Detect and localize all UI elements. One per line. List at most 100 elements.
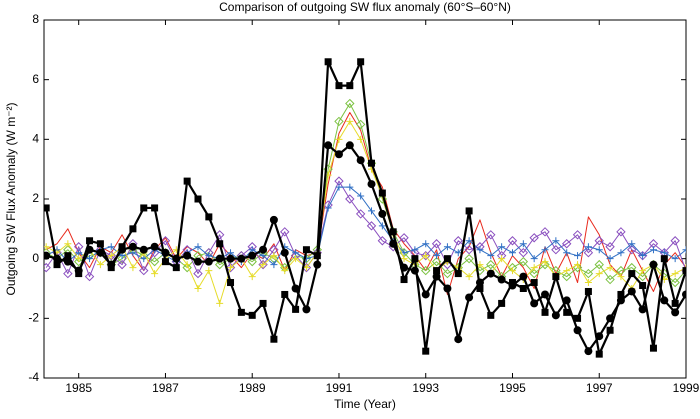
marker bbox=[44, 262, 51, 273]
marker bbox=[552, 273, 560, 281]
marker bbox=[150, 242, 159, 251]
marker bbox=[497, 275, 506, 284]
marker bbox=[671, 255, 679, 263]
marker bbox=[563, 308, 571, 316]
marker bbox=[335, 183, 343, 191]
x-tick-label: 1997 bbox=[586, 381, 613, 395]
marker bbox=[639, 282, 647, 290]
marker bbox=[345, 98, 355, 109]
marker bbox=[465, 207, 473, 215]
marker bbox=[476, 285, 484, 292]
marker bbox=[172, 264, 180, 272]
marker bbox=[75, 255, 83, 263]
marker bbox=[216, 240, 224, 248]
marker bbox=[453, 236, 463, 246]
marker bbox=[183, 261, 191, 269]
marker bbox=[313, 260, 322, 269]
marker bbox=[194, 285, 202, 292]
marker bbox=[128, 242, 137, 251]
plot-area bbox=[44, 58, 686, 358]
marker bbox=[411, 246, 419, 254]
marker bbox=[605, 242, 615, 252]
marker bbox=[335, 82, 343, 90]
marker bbox=[594, 236, 604, 246]
marker bbox=[225, 262, 236, 273]
marker bbox=[487, 252, 495, 260]
marker bbox=[443, 284, 452, 293]
marker bbox=[454, 270, 462, 278]
marker bbox=[421, 290, 430, 299]
marker bbox=[595, 246, 603, 254]
marker bbox=[270, 252, 278, 260]
marker bbox=[357, 135, 365, 143]
marker bbox=[627, 287, 636, 296]
marker bbox=[411, 255, 419, 263]
marker bbox=[606, 326, 614, 334]
y-axis-label: Outgoing SW Flux Anomaly (W m⁻²) bbox=[4, 102, 18, 295]
marker bbox=[508, 249, 516, 257]
series-line bbox=[45, 120, 686, 304]
marker bbox=[518, 247, 529, 258]
marker bbox=[433, 252, 441, 260]
marker bbox=[530, 264, 538, 272]
marker bbox=[324, 141, 333, 150]
marker bbox=[247, 256, 257, 267]
marker bbox=[464, 253, 474, 264]
marker bbox=[530, 279, 538, 287]
marker bbox=[476, 246, 484, 254]
marker bbox=[270, 335, 278, 343]
marker bbox=[161, 258, 169, 266]
marker bbox=[422, 240, 430, 248]
marker bbox=[194, 195, 202, 203]
marker bbox=[498, 243, 506, 251]
chart-title: Comparison of outgoing SW flux anomaly (… bbox=[219, 0, 511, 14]
marker bbox=[302, 305, 311, 314]
marker bbox=[377, 194, 388, 204]
marker bbox=[432, 272, 441, 281]
marker bbox=[400, 255, 408, 263]
marker bbox=[442, 268, 453, 279]
marker bbox=[465, 273, 473, 281]
marker bbox=[551, 311, 560, 320]
x-tick-label: 1999 bbox=[673, 381, 700, 395]
marker bbox=[540, 227, 550, 237]
marker bbox=[75, 249, 83, 257]
marker bbox=[86, 255, 94, 263]
marker bbox=[378, 222, 386, 230]
x-tick-label: 1987 bbox=[152, 381, 179, 395]
marker bbox=[649, 260, 658, 269]
marker bbox=[44, 243, 50, 251]
marker bbox=[226, 254, 235, 263]
marker bbox=[638, 305, 647, 314]
marker bbox=[584, 243, 592, 251]
marker bbox=[682, 290, 686, 299]
marker bbox=[660, 255, 668, 263]
marker bbox=[129, 225, 137, 233]
marker bbox=[193, 268, 203, 279]
marker bbox=[302, 246, 310, 254]
marker bbox=[258, 259, 268, 270]
marker bbox=[486, 269, 495, 278]
marker bbox=[541, 246, 549, 254]
marker bbox=[616, 296, 625, 305]
marker bbox=[151, 270, 159, 278]
marker bbox=[465, 237, 473, 245]
marker bbox=[149, 256, 160, 267]
marker bbox=[628, 240, 636, 248]
marker bbox=[64, 252, 72, 260]
x-tick-label: 1985 bbox=[65, 381, 92, 395]
marker bbox=[660, 249, 668, 257]
marker bbox=[400, 276, 408, 284]
marker bbox=[346, 82, 354, 90]
y-tick-label: 4 bbox=[32, 132, 39, 146]
marker bbox=[410, 266, 419, 275]
marker bbox=[355, 119, 366, 130]
marker bbox=[248, 311, 256, 319]
marker bbox=[334, 150, 343, 159]
marker bbox=[606, 264, 614, 272]
marker bbox=[649, 344, 657, 352]
marker bbox=[574, 314, 582, 322]
marker bbox=[367, 180, 376, 189]
marker bbox=[270, 261, 278, 269]
marker bbox=[292, 255, 300, 263]
